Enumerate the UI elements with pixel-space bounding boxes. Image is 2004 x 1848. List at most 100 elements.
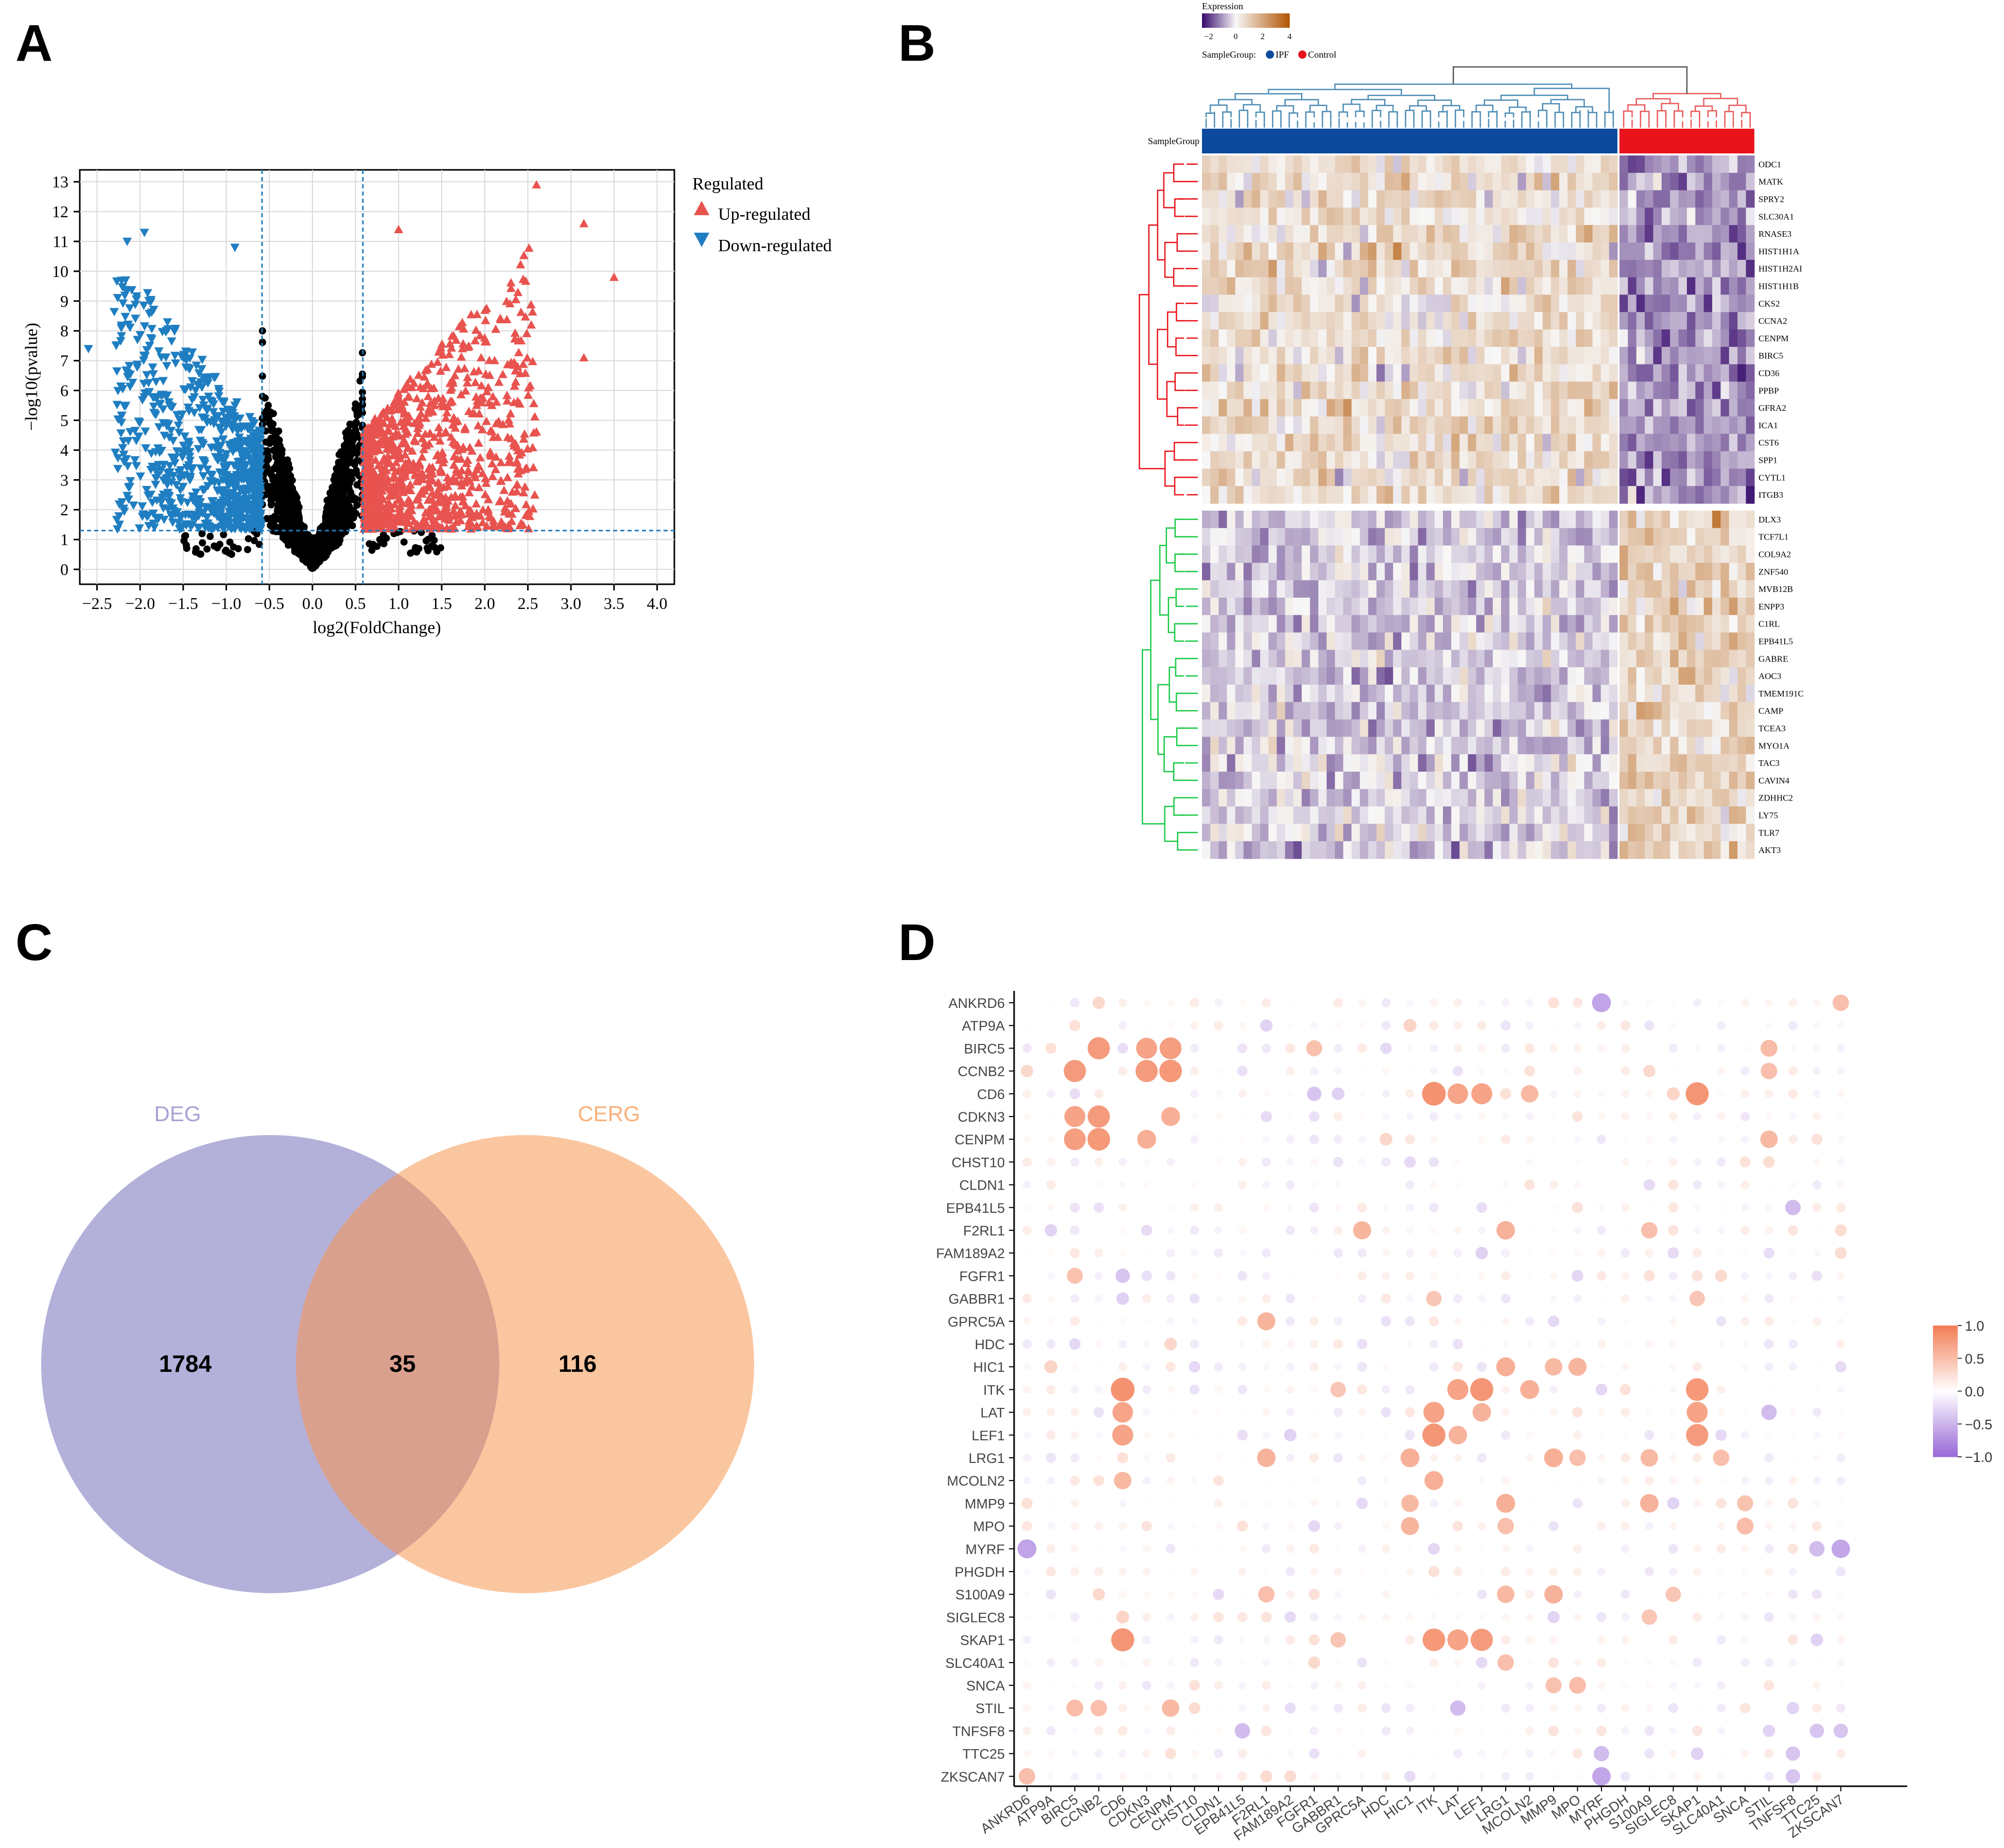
row-dendro-branch xyxy=(1174,477,1184,496)
volcano-point-ns xyxy=(322,509,330,516)
down-regulated-triangle-icon xyxy=(694,233,709,247)
colorbar-segment xyxy=(1208,13,1211,28)
heatmap-cell xyxy=(1670,172,1679,191)
col-dendro-branch xyxy=(1484,99,1519,108)
row-dendro-branch xyxy=(1159,545,1169,616)
volcano-point-ns xyxy=(351,429,358,437)
volcano-point-ns xyxy=(274,501,282,509)
heatmap-cell xyxy=(1293,172,1302,191)
volcano-point-ns xyxy=(282,467,290,475)
colorbar-segment xyxy=(1283,13,1285,28)
volcano-point-ns xyxy=(273,434,281,442)
row-dendro-branch xyxy=(1164,450,1175,487)
heatmap-cell xyxy=(1227,190,1236,208)
row-dendro-branch xyxy=(1148,224,1158,365)
row-dendro-branch xyxy=(1157,328,1168,400)
heatmap-cell xyxy=(1729,155,1738,173)
volcano-point-ns xyxy=(275,455,283,463)
colorbar-segment xyxy=(1224,13,1227,28)
volcano-point-ns xyxy=(380,540,388,548)
col-dendro-branch xyxy=(1321,111,1332,117)
volcano-point-ns xyxy=(293,500,301,508)
heatmap-cell xyxy=(1426,172,1435,191)
row-dendro-branch xyxy=(1173,163,1184,182)
col-dendro-branch xyxy=(1355,110,1365,117)
heatmap-cell xyxy=(1559,172,1568,191)
col-dendro-branch xyxy=(1657,110,1667,117)
volcano-x-tick-label: 2.5 xyxy=(517,594,538,613)
volcano-point-ns xyxy=(301,541,308,548)
col-dendro-branch xyxy=(1707,110,1717,117)
colorbar-segment xyxy=(1248,13,1250,28)
col-dendro-branch xyxy=(1475,104,1494,112)
col-dendro-branch xyxy=(1521,111,1531,117)
heatmap-cell xyxy=(1227,155,1236,173)
volcano-point-ns xyxy=(275,427,283,435)
heatmap-cell xyxy=(1600,155,1610,173)
col-dendro-branch xyxy=(1488,111,1498,117)
volcano-point-ns xyxy=(272,528,280,535)
colorbar-segment xyxy=(1278,13,1281,28)
col-dendro-branch xyxy=(1305,111,1315,117)
heatmap-cell xyxy=(1351,155,1361,173)
col-dendro-branch xyxy=(1504,112,1514,117)
heatmap-cell xyxy=(1687,172,1696,191)
heatmap-cell xyxy=(1584,172,1593,191)
volcano-legend-down-label: Down-regulated xyxy=(718,236,832,255)
heatmap-cell xyxy=(1592,155,1601,173)
volcano-point-ns xyxy=(294,531,302,539)
volcano-x-tick-label: −2.5 xyxy=(82,594,112,613)
volcano-point-ns xyxy=(285,542,292,549)
heatmap-cell xyxy=(1542,172,1552,191)
heatmap-cell xyxy=(1210,190,1219,208)
heatmap-cell xyxy=(1567,155,1576,173)
heatmap-cell xyxy=(1343,190,1352,208)
heatmap-cell xyxy=(1335,155,1344,173)
col-dendro-branch xyxy=(1271,110,1282,117)
volcano-point-ns xyxy=(323,518,331,526)
col-dendro-branch xyxy=(1538,110,1548,117)
col-dendro-branch xyxy=(1205,112,1215,117)
volcano-y-tick-label: 6 xyxy=(60,381,68,400)
row-dendro-branch xyxy=(1174,553,1184,572)
heatmap-cell xyxy=(1301,172,1311,191)
volcano-point-ns xyxy=(272,492,280,500)
heatmap-cell xyxy=(1737,155,1747,173)
volcano-y-tick-label: 10 xyxy=(52,262,68,281)
heatmap-cell xyxy=(1468,172,1477,191)
heatmap-cell xyxy=(1376,155,1385,173)
heatmap-cell xyxy=(1327,155,1335,173)
colorbar-segment xyxy=(1213,13,1215,28)
col-dendro-branch xyxy=(1234,93,1302,100)
volcano-point-ns xyxy=(203,545,211,553)
heatmap-cell xyxy=(1542,155,1552,173)
colorbar-segment xyxy=(1246,13,1248,28)
heatmap-cell xyxy=(1202,190,1211,208)
colorbar-segment xyxy=(1219,13,1222,28)
heatmap-cell xyxy=(1376,190,1385,208)
volcano-x-tick-label: 2.0 xyxy=(475,594,495,613)
heatmap-cell xyxy=(1285,172,1294,191)
heatmap-cell xyxy=(1451,172,1460,191)
row-dendro-branch xyxy=(1177,832,1184,851)
heatmap-cell xyxy=(1268,155,1277,173)
heatmap-cell xyxy=(1418,172,1427,191)
col-dendro-branch xyxy=(1338,111,1348,117)
volcano-point-ns xyxy=(225,549,233,557)
heatmap-cell xyxy=(1393,155,1402,173)
volcano-point-ns xyxy=(423,544,431,552)
heatmap-cell xyxy=(1670,155,1679,173)
volcano-point-ns xyxy=(350,514,357,521)
heatmap-cell xyxy=(1426,155,1435,173)
volcano-y-tick-label: 1 xyxy=(60,530,68,549)
heatmap-cell xyxy=(1293,155,1302,173)
heatmap-cell xyxy=(1628,155,1637,173)
heatmap-cell xyxy=(1576,172,1585,191)
volcano-x-label: log2(FoldChange) xyxy=(312,618,441,637)
heatmap-cell xyxy=(1409,172,1419,191)
colorbar-segment xyxy=(1281,13,1283,28)
col-dendro-branch xyxy=(1371,110,1382,117)
col-dendro-branch xyxy=(1542,103,1560,113)
volcano-point-ns xyxy=(347,458,355,466)
volcano-point-ns xyxy=(430,536,438,544)
